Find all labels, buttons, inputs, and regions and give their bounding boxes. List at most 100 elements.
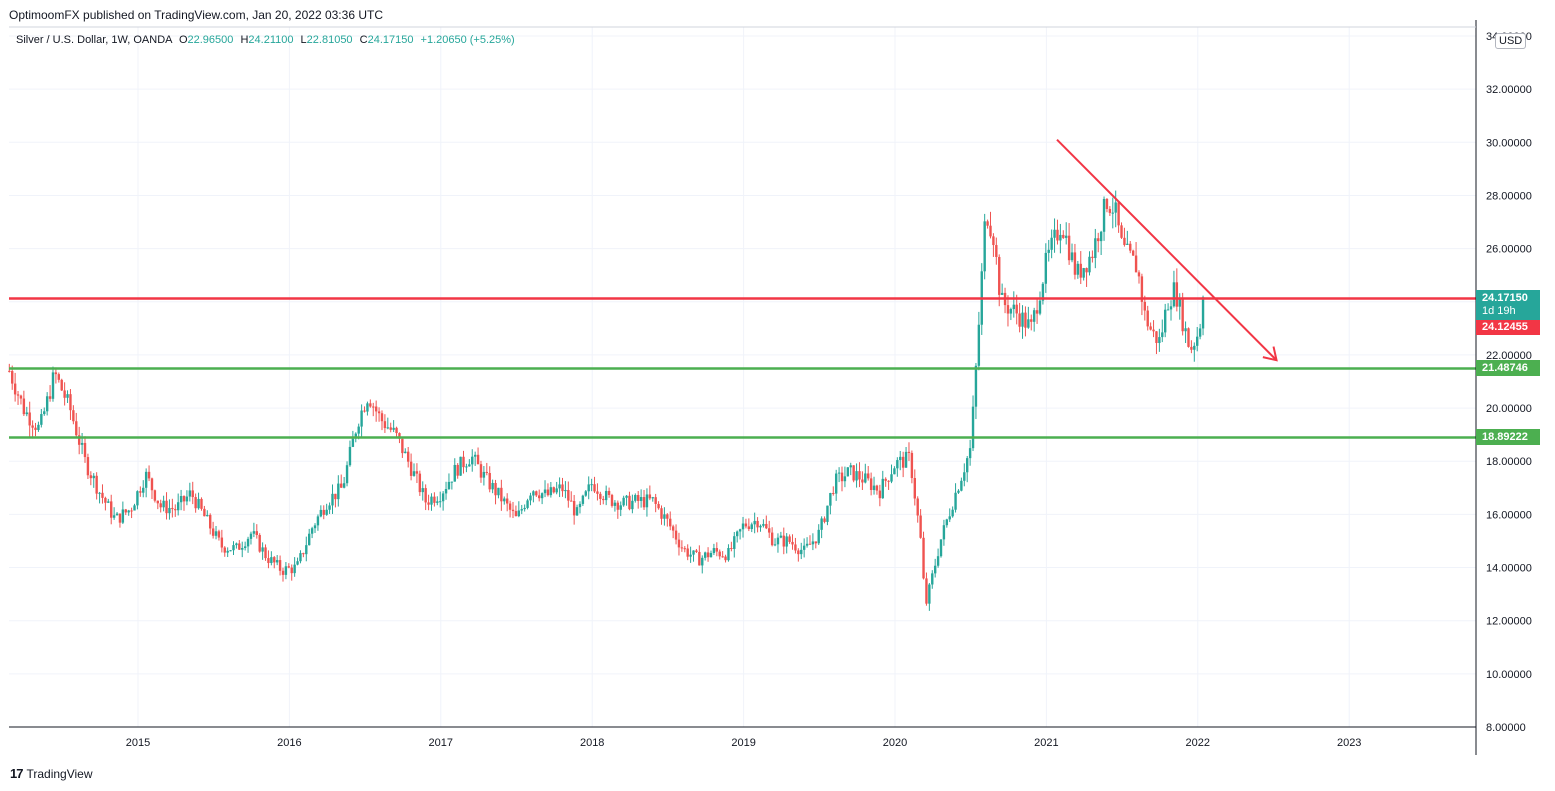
price-tick-label: 14.00000 [1486, 563, 1532, 575]
candle-up [447, 481, 451, 490]
candle-down [31, 425, 34, 428]
candle-down [1155, 331, 1158, 343]
candle-up [893, 468, 896, 475]
candle-up [1082, 268, 1085, 278]
candle-down [916, 498, 919, 516]
candle-up [331, 493, 334, 506]
candle-up [881, 478, 884, 499]
symbol-name[interactable]: Silver / U.S. Dollar, 1W, OANDA [16, 34, 172, 46]
candle-up [738, 529, 742, 532]
candle-up [473, 454, 477, 457]
downtrend-line[interactable] [1056, 138, 1278, 361]
time-axis[interactable]: 2015 2016 2017 2018 2019 2020 2021 2022 2023 [126, 737, 1362, 749]
bar-countdown: 1d 19h [1482, 305, 1516, 317]
candle-up [92, 475, 95, 479]
candle-up [960, 480, 963, 491]
candle-up [584, 491, 587, 496]
candle-up [750, 524, 753, 530]
price-tick-label: 20.00000 [1486, 403, 1532, 415]
candle-down [217, 531, 221, 538]
candle-up [834, 473, 838, 494]
candle-up [540, 493, 544, 499]
candle-up [805, 543, 809, 546]
candle-up [316, 516, 320, 526]
candle-up [619, 505, 622, 510]
candle-down [756, 520, 759, 528]
candle-down [721, 556, 724, 558]
candle-up [855, 471, 858, 481]
candle-down [1149, 326, 1152, 330]
candle-down [995, 245, 998, 257]
candle-up [133, 505, 136, 511]
candle-down [808, 543, 812, 545]
candle-down [913, 478, 916, 499]
candle-down [680, 547, 684, 549]
trendline-group[interactable] [1056, 138, 1278, 362]
candle-down [1146, 310, 1149, 327]
price-tick-label: 18.00000 [1486, 456, 1532, 468]
candle-up [526, 500, 529, 508]
candle-down [165, 500, 168, 514]
time-tick-label: 2022 [1186, 737, 1210, 749]
candle-up [144, 471, 148, 488]
candle-down [476, 454, 480, 465]
candle-up [168, 507, 171, 514]
brand-name: TradingView [26, 766, 93, 781]
candle-up [826, 505, 829, 522]
currency-badge[interactable]: USD [1495, 33, 1527, 49]
candle-down [110, 501, 113, 518]
candle-up [939, 539, 943, 557]
candle-down [1175, 282, 1179, 307]
candle-down [861, 479, 864, 483]
candle-up [51, 372, 55, 399]
price-axis[interactable]: 34.0000032.0000030.0000028.0000026.00000… [1486, 31, 1532, 734]
candle-up [1012, 304, 1015, 310]
time-tick-label: 2015 [126, 737, 150, 749]
candle-down [377, 411, 381, 414]
candle-down [878, 490, 882, 499]
candle-down [1030, 319, 1033, 322]
candle-down [538, 495, 541, 499]
candle-up [520, 509, 523, 511]
candle-down [616, 502, 620, 510]
candle-down [989, 225, 992, 237]
plot-area[interactable] [9, 27, 1476, 727]
candle-down [602, 498, 605, 501]
candle-down [16, 394, 20, 396]
footer-brand[interactable]: 17 TradingView [10, 766, 93, 781]
candle-down [19, 395, 23, 399]
candle-up [275, 560, 279, 563]
candle-down [287, 566, 291, 568]
candle-down [794, 544, 797, 551]
candle-down [194, 497, 197, 509]
candle-up [1193, 345, 1196, 350]
candle-up [226, 550, 229, 553]
candle-down [1105, 198, 1109, 209]
candle-down [910, 452, 914, 479]
candle-up [575, 507, 579, 516]
candle-up [1163, 309, 1167, 333]
candle-down [130, 510, 133, 512]
candle-up [299, 553, 302, 562]
candle-up [439, 501, 442, 503]
candle-up [957, 490, 960, 493]
candle-down [666, 514, 669, 519]
candle-up [328, 505, 331, 510]
candle-down [572, 501, 576, 516]
candle-down [488, 472, 491, 490]
candle-down [671, 526, 675, 531]
open-label: O [178, 34, 188, 46]
candle-down [875, 485, 879, 491]
candle-down [922, 537, 925, 579]
candle-up [1064, 235, 1068, 238]
candle-up [412, 471, 416, 476]
candle-up [896, 460, 899, 469]
price-tick-label: 10.00000 [1486, 669, 1532, 681]
support-lower-price-label: 18.89222 [1476, 429, 1540, 445]
candle-up [587, 484, 590, 492]
candle-down [13, 383, 17, 395]
candle-down [89, 475, 93, 479]
candle-up [543, 489, 547, 494]
candle-down [369, 403, 372, 407]
